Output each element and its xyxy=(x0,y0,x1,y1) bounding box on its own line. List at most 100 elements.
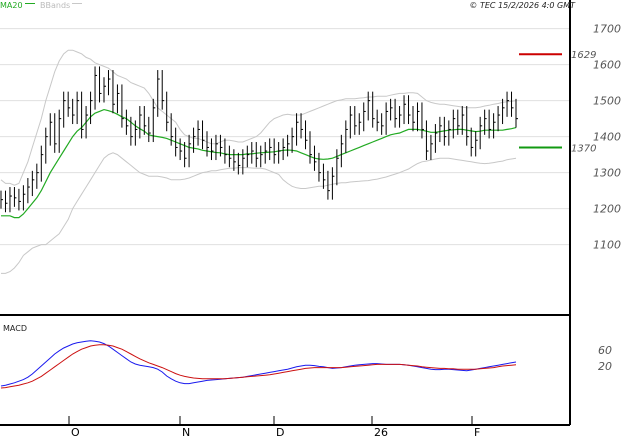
price-bar xyxy=(363,102,366,132)
copyright-text: © TEC 15/2/2026 4:0 GMT xyxy=(469,1,576,10)
price-bar xyxy=(372,91,375,128)
legend-bbands-swatch xyxy=(72,3,82,4)
price-bar xyxy=(36,163,39,189)
price-bar xyxy=(327,170,330,200)
price-bar xyxy=(130,116,133,146)
price-bar xyxy=(54,113,57,153)
x-tick-label: D xyxy=(276,426,284,439)
price-bar xyxy=(125,109,129,135)
price-bar xyxy=(237,152,241,175)
macd-tick-label: 60 xyxy=(598,344,612,357)
macd-series-macd xyxy=(0,340,517,387)
price-bars xyxy=(0,66,518,213)
price-bar xyxy=(439,116,442,143)
price-bar xyxy=(430,134,433,161)
price-bar xyxy=(273,138,277,164)
price-bar xyxy=(385,102,389,135)
ma20-line xyxy=(1,108,517,219)
legend-bbands: BBands xyxy=(40,1,70,10)
level-label-resistance: 1629 xyxy=(571,50,596,61)
price-bar xyxy=(394,98,398,128)
chart-frame xyxy=(0,0,571,426)
price-bar xyxy=(215,134,218,161)
price-bar xyxy=(85,106,89,139)
price-bar xyxy=(9,187,12,213)
price-bar xyxy=(90,91,93,125)
price-bar xyxy=(260,145,263,168)
price-bar xyxy=(58,109,62,153)
level-label-support: 1370 xyxy=(571,143,596,154)
price-bar xyxy=(358,113,362,135)
price-bar xyxy=(139,106,142,139)
x-tick-label: N xyxy=(182,426,190,439)
price-bar xyxy=(408,95,411,125)
price-bar xyxy=(336,149,339,186)
price-tick-label: 1300 xyxy=(593,167,621,180)
price-tick-label: 1600 xyxy=(593,59,621,72)
price-bar xyxy=(152,98,156,143)
price-bar xyxy=(148,116,151,143)
price-bar xyxy=(202,120,205,150)
price-bar xyxy=(45,127,48,164)
price-bar xyxy=(0,190,3,209)
price-bar xyxy=(318,152,321,182)
price-bar xyxy=(313,145,317,171)
price-bar xyxy=(309,131,312,164)
price-tick-label: 1100 xyxy=(593,239,621,252)
price-bar xyxy=(40,145,44,182)
price-bar xyxy=(121,84,124,128)
bbands-upper xyxy=(0,49,517,186)
price-bar xyxy=(515,98,518,128)
price-bar xyxy=(381,113,384,135)
price-bar xyxy=(403,95,407,125)
price-bar xyxy=(31,170,35,197)
price-bar xyxy=(246,145,250,168)
price-bar xyxy=(506,91,510,117)
bbands-lower xyxy=(1,152,517,274)
price-axis-ticks: 1100 1200 1300 1400 1500 1600 1700 xyxy=(593,23,621,252)
price-bar xyxy=(166,91,169,132)
price-bar xyxy=(282,138,286,161)
price-gridlines xyxy=(0,28,570,246)
price-bar xyxy=(493,113,496,139)
price-tick-label: 1700 xyxy=(593,23,621,36)
price-tick-label: 1500 xyxy=(593,95,621,108)
price-bar xyxy=(502,98,505,125)
price-bar xyxy=(470,127,474,157)
price-bar xyxy=(488,109,492,139)
price-bar xyxy=(340,134,344,168)
price-bar xyxy=(184,142,187,168)
price-bar xyxy=(116,84,120,114)
price-bar xyxy=(206,131,209,157)
price-bar xyxy=(242,149,245,175)
macd-title: MACD xyxy=(3,324,27,333)
price-bar xyxy=(390,98,393,121)
price-tick-label: 1200 xyxy=(593,203,621,216)
price-bar xyxy=(81,91,84,139)
price-bar xyxy=(210,138,214,161)
price-bar xyxy=(305,120,308,150)
price-bar xyxy=(287,134,290,157)
price-bar xyxy=(421,102,424,139)
price-bar xyxy=(143,106,147,135)
price-bar xyxy=(416,102,420,132)
price-bar xyxy=(157,70,160,117)
x-tick-label: 26 xyxy=(374,426,388,439)
price-bar xyxy=(103,77,106,103)
legend-ma20-swatch xyxy=(25,3,35,4)
bollinger-bands xyxy=(0,49,517,274)
price-bar xyxy=(264,142,268,164)
macd-series-signal xyxy=(0,344,517,389)
price-bar xyxy=(233,149,236,171)
price-bar xyxy=(228,145,232,168)
price-bar xyxy=(197,120,201,146)
price-bar xyxy=(63,91,66,128)
price-bar xyxy=(466,106,469,146)
price-bar xyxy=(161,70,165,110)
price-bar xyxy=(354,106,357,135)
price-bar xyxy=(331,167,335,200)
price-bar xyxy=(425,120,429,161)
time-axis: O N D 26 F xyxy=(68,416,480,439)
